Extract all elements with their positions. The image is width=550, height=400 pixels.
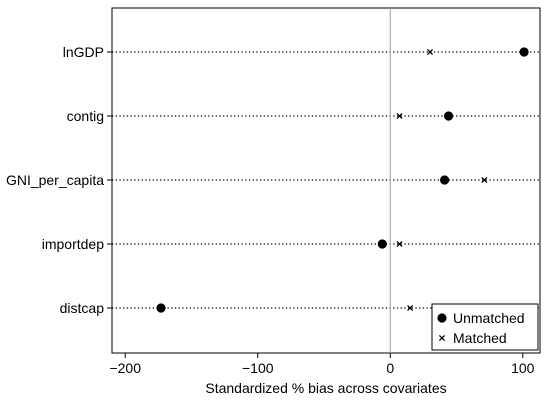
legend-unmatched-marker: [437, 313, 447, 323]
y-tick-label-contig: contig: [67, 108, 104, 124]
unmatched-point-lngdp: [519, 47, 529, 57]
matched-point-distcap: [407, 304, 414, 312]
x-axis: −200 −100 0 100: [109, 353, 535, 376]
y-tick-label-importdep: importdep: [42, 236, 104, 252]
y-axis-labels: lnGDP contig GNI_per_capita importdep distca…: [6, 44, 112, 316]
x-tick-label-0: 0: [386, 360, 394, 376]
legend: Unmatched Matched: [431, 303, 539, 351]
x-tick-label--200: −200: [109, 360, 141, 376]
matched-point-lngdp: [426, 48, 434, 56]
matched-point-gni-per-capita: [481, 176, 488, 184]
x-tick-label--100: −100: [242, 360, 274, 376]
unmatched-point-contig: [443, 111, 454, 121]
x-axis-title: Standardized % bias across covariates: [205, 380, 446, 396]
data-marks: [156, 47, 529, 313]
legend-matched-x: [438, 334, 446, 342]
unmatched-point-gni-per-capita: [439, 175, 450, 185]
unmatched-point-importdep: [377, 239, 387, 249]
y-tick-label-distcap: distcap: [60, 300, 105, 316]
legend-box: [431, 303, 539, 351]
y-tick-label-lngdp: lnGDP: [63, 44, 104, 60]
legend-matched-label: Matched: [453, 330, 507, 346]
legend-unmatched-label: Unmatched: [453, 310, 525, 326]
unmatched-point-distcap: [156, 303, 166, 313]
matched-point-importdep: [396, 240, 403, 248]
matched-point-contig: [396, 112, 403, 120]
legend-matched-marker: [438, 334, 446, 342]
category-guides: [112, 51, 540, 309]
x-tick-label-100: 100: [511, 360, 535, 376]
y-tick-label-gni-per-capita: GNI_per_capita: [6, 172, 104, 188]
